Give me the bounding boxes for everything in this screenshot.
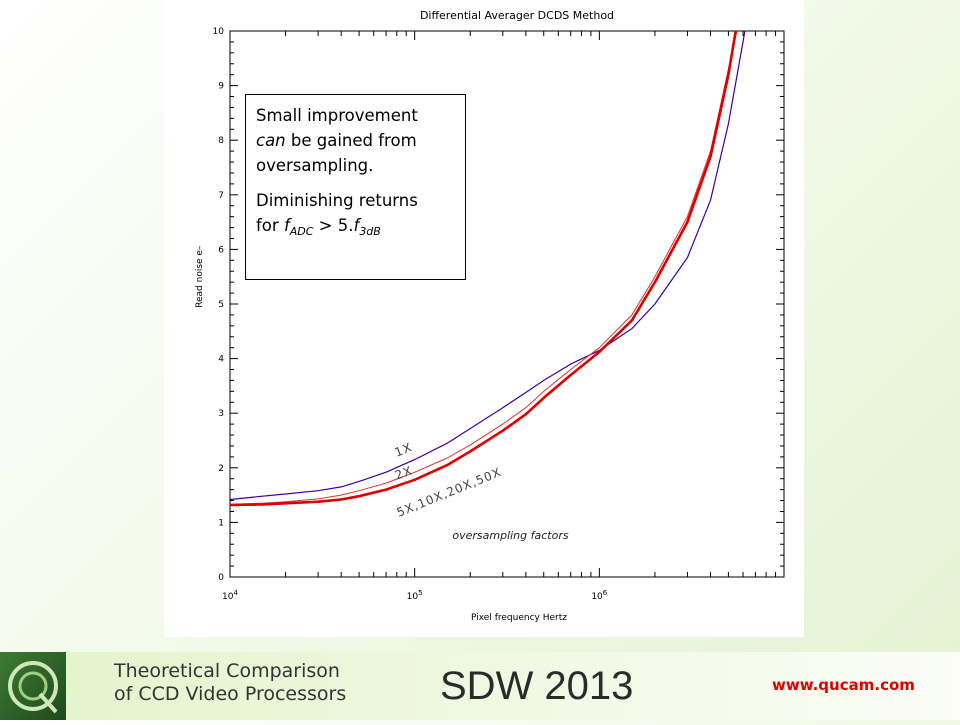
y-tick-label: 6 [218,245,224,255]
callout-sub-3db: 3dB [359,225,381,238]
x-axis-label: Pixel frequency Hertz [471,613,567,623]
series-line-1 [230,31,746,501]
footer-bar: Theoretical Comparison of CCD Video Proc… [0,652,960,720]
y-tick-label: 10 [213,27,225,37]
y-tick-label: 0 [218,573,224,583]
chart-title: Differential Averager DCDS Method [420,9,614,22]
y-axis-label: Read noise e– [195,245,205,308]
y-tick-label: 4 [218,355,224,365]
plot-panel: 0 1 2 3 4 5 6 7 8 9 10 104 105 106 Differential Averag… [164,0,804,637]
y-tick-label: 1 [218,518,224,528]
footer-title: SDW 2013 [440,664,634,708]
callout-can: can [256,131,286,150]
oversampling-annotation: oversampling factors [452,529,568,542]
x-tick-label: 104 [222,589,238,602]
x-tick-label: 106 [591,589,607,602]
footer-subtitle-line-1: Theoretical Comparison [114,660,340,682]
y-tick-label: 9 [218,82,224,92]
y-tick-label: 2 [218,464,224,474]
callout-line-3: oversampling. [256,156,374,175]
callout-box: Small improvement can be gained from ove… [245,94,466,280]
y-tick-label: 3 [218,409,224,419]
callout-sub-adc: ADC [289,225,314,238]
read-noise-chart: 0 1 2 3 4 5 6 7 8 9 10 104 105 106 Differential Averag… [195,9,785,623]
callout-line-1: Small improvement [256,106,418,125]
callout-line-2: be gained from [285,131,417,150]
y-tick-label: 7 [218,191,224,201]
x-tick-label: 105 [407,589,423,602]
callout-f-adc: f [283,216,290,235]
y-tick-label: 8 [218,136,224,146]
series-line-3 [230,31,738,507]
callout-line-4: Diminishing returns [256,191,418,210]
series-line-2 [230,31,738,505]
footer-subtitle-line-2: of CCD Video Processors [114,683,347,705]
series-label-1: 1X [393,440,415,460]
footer-url-link[interactable]: www.qucam.com [772,676,915,694]
qucam-logo [0,652,66,720]
footer-subtitle: Theoretical Comparison of CCD Video Proc… [114,660,394,706]
series-label-2: 2X [393,463,415,482]
callout-for: for [256,216,284,235]
logo-emblem-icon [8,661,58,714]
y-tick-label: 5 [218,300,224,310]
callout-gt: > 5. [313,216,354,235]
callout-f-3db: f [353,216,360,235]
